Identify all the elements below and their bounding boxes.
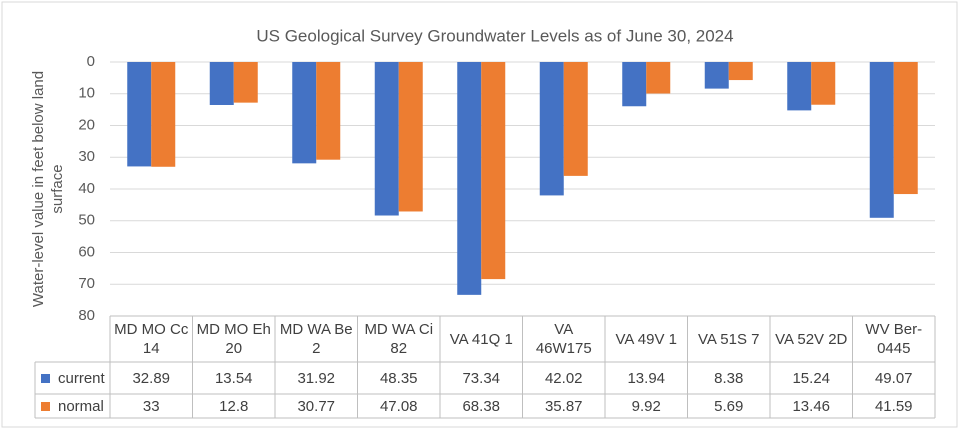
category-label: VA 49V 1 (615, 330, 677, 348)
legend-entry: normal (35, 394, 110, 418)
y-tick-label: 80 (78, 307, 95, 324)
y-tick-label: 50 (78, 212, 95, 229)
bar (374, 62, 399, 216)
category-label: VA 52V 2D (775, 330, 848, 348)
table-value: 13.46 (792, 397, 831, 415)
bar (233, 62, 258, 103)
chart-title: US Geological Survey Groundwater Levels … (256, 26, 733, 45)
table-value: 12.8 (219, 397, 249, 415)
y-tick-label: 40 (78, 180, 95, 197)
bar (811, 62, 836, 105)
table-value: 13.94 (627, 369, 666, 387)
category-label: VA 46W175 (535, 321, 592, 357)
table-value: 8.38 (714, 369, 744, 387)
table-value: 32.89 (132, 369, 171, 387)
category-label: VA 41Q 1 (449, 330, 513, 348)
y-tick-label: 20 (78, 116, 95, 133)
table-value: 35.87 (544, 397, 583, 415)
category-label: MD WA Be 2 (279, 321, 353, 357)
bar (787, 62, 812, 111)
table-value: 30.77 (297, 397, 336, 415)
category-label: WV Ber-0445 (865, 321, 923, 357)
table-value: 33 (142, 397, 160, 415)
bar (622, 62, 647, 107)
table-value: 73.34 (462, 369, 501, 387)
y-tick-label: 0 (87, 53, 95, 70)
legend-label: current (58, 369, 105, 387)
bar (481, 62, 506, 280)
bar (151, 62, 176, 167)
bar (457, 62, 482, 295)
category-label: MD WA Ci 82 (364, 321, 434, 357)
bar (646, 62, 671, 94)
bar (209, 62, 234, 105)
table-value: 41.59 (874, 397, 913, 415)
table-value: 31.92 (297, 369, 336, 387)
bar (704, 62, 729, 89)
y-tick-label: 70 (78, 275, 95, 292)
table-value: 15.24 (792, 369, 831, 387)
category-label: MD MO Eh 20 (196, 321, 271, 357)
bar (292, 62, 317, 164)
y-axis-title: Water-level value in feet below land sur… (30, 70, 66, 308)
bar (893, 62, 918, 195)
y-tick-label: 30 (78, 148, 95, 165)
bar (316, 62, 341, 160)
bar (398, 62, 423, 212)
bar (563, 62, 588, 176)
legend-key (41, 401, 50, 411)
category-label: VA 51S 7 (698, 330, 760, 348)
table-value: 13.54 (214, 369, 253, 387)
legend-entry: current (35, 362, 110, 394)
table-value: 42.02 (544, 369, 583, 387)
bar (539, 62, 564, 196)
category-label: MD MO Cc 14 (114, 321, 189, 357)
legend-label: normal (58, 397, 104, 415)
table-value: 5.69 (714, 397, 744, 415)
table-value: 48.35 (379, 369, 418, 387)
table-value: 47.08 (379, 397, 418, 415)
table-value: 49.07 (874, 369, 913, 387)
bar (127, 62, 152, 167)
bar (869, 62, 894, 218)
bar (728, 62, 753, 81)
y-tick-label: 10 (78, 85, 95, 102)
table-value: 9.92 (631, 397, 661, 415)
y-tick-label: 60 (78, 243, 95, 260)
table-value: 68.38 (462, 397, 501, 415)
legend-key (41, 373, 50, 383)
